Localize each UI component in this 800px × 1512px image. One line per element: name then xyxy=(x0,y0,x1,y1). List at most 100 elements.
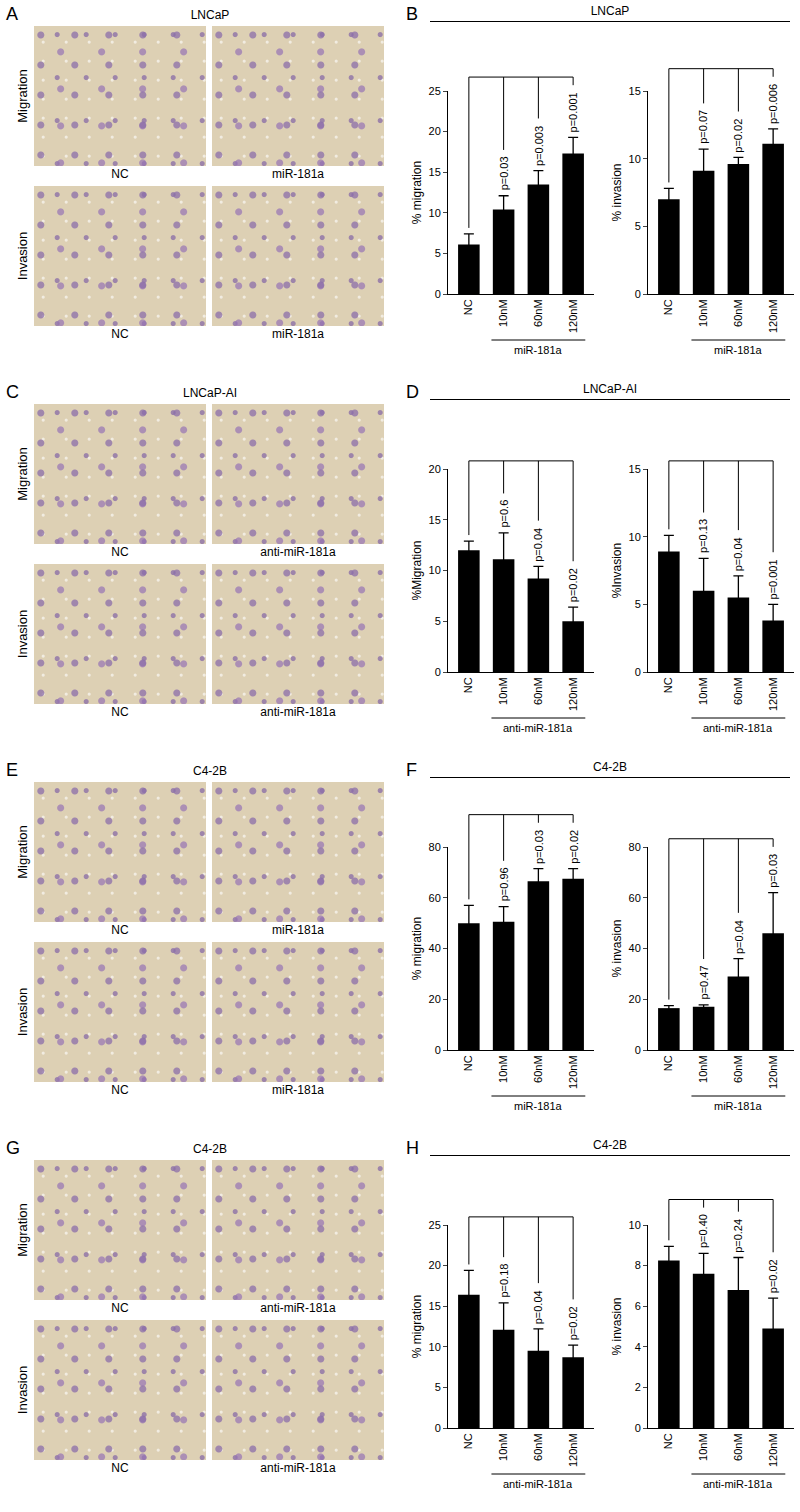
svg-text:60: 60 xyxy=(629,892,641,904)
svg-text:p=0.03: p=0.03 xyxy=(498,156,510,190)
svg-text:4: 4 xyxy=(635,1341,641,1353)
svg-text:p=0.18: p=0.18 xyxy=(498,1264,510,1298)
svg-text:anti-miR-181a: anti-miR-181a xyxy=(703,1478,773,1490)
svg-text:NC: NC xyxy=(662,677,674,693)
svg-text:15: 15 xyxy=(429,166,441,178)
svg-text:p=0.24: p=0.24 xyxy=(732,1219,744,1253)
svg-text:p=0.47: p=0.47 xyxy=(698,965,710,999)
svg-text:20: 20 xyxy=(429,1259,441,1271)
svg-text:60nM: 60nM xyxy=(532,299,544,327)
svg-text:%Invasion: %Invasion xyxy=(610,543,624,598)
svg-text:10: 10 xyxy=(629,1219,641,1231)
svg-text:5: 5 xyxy=(435,1381,441,1393)
svg-text:60nM: 60nM xyxy=(732,1433,744,1461)
svg-text:60nM: 60nM xyxy=(532,677,544,705)
svg-text:miR-181a: miR-181a xyxy=(514,344,563,356)
svg-text:25: 25 xyxy=(429,85,441,97)
svg-text:15: 15 xyxy=(429,1300,441,1312)
svg-text:% invasion: % invasion xyxy=(610,919,624,977)
svg-text:60nM: 60nM xyxy=(532,1055,544,1083)
svg-text:120nM: 120nM xyxy=(767,677,779,711)
svg-text:40: 40 xyxy=(429,942,441,954)
svg-text:5: 5 xyxy=(435,247,441,259)
svg-text:6: 6 xyxy=(635,1300,641,1312)
svg-text:anti-miR-181a: anti-miR-181a xyxy=(703,722,773,734)
svg-text:miR-181a: miR-181a xyxy=(714,344,763,356)
svg-text:p=0.04: p=0.04 xyxy=(532,528,544,562)
svg-text:5: 5 xyxy=(635,598,641,610)
svg-text:10nM: 10nM xyxy=(697,677,709,705)
svg-text:10: 10 xyxy=(429,1341,441,1353)
svg-text:miR-181a: miR-181a xyxy=(514,1100,563,1112)
svg-text:60nM: 60nM xyxy=(732,299,744,327)
svg-text:40: 40 xyxy=(629,942,641,954)
svg-text:p=0.6: p=0.6 xyxy=(498,500,510,528)
svg-text:10: 10 xyxy=(629,153,641,165)
svg-text:% migration: % migration xyxy=(410,917,424,980)
svg-text:10nM: 10nM xyxy=(497,1433,509,1461)
svg-text:NC: NC xyxy=(462,299,474,315)
svg-text:p=0.02: p=0.02 xyxy=(568,830,580,864)
svg-text:60nM: 60nM xyxy=(732,677,744,705)
svg-text:anti-miR-181a: anti-miR-181a xyxy=(503,1478,573,1490)
svg-text:0: 0 xyxy=(435,666,441,678)
svg-text:p=0.04: p=0.04 xyxy=(732,537,744,571)
svg-text:15: 15 xyxy=(629,85,641,97)
svg-text:20: 20 xyxy=(429,463,441,475)
svg-text:5: 5 xyxy=(435,615,441,627)
svg-text:p=0.96: p=0.96 xyxy=(498,867,510,901)
svg-text:0: 0 xyxy=(635,288,641,300)
svg-text:% migration: % migration xyxy=(410,1295,424,1358)
svg-text:120nM: 120nM xyxy=(567,1055,579,1089)
svg-text:120nM: 120nM xyxy=(567,299,579,333)
svg-text:NC: NC xyxy=(662,1055,674,1071)
svg-text:p=0.40: p=0.40 xyxy=(697,1214,709,1248)
svg-text:p=0.001: p=0.001 xyxy=(567,92,579,132)
svg-text:% invasion: % invasion xyxy=(610,163,624,221)
svg-text:10: 10 xyxy=(429,564,441,576)
svg-text:20: 20 xyxy=(429,993,441,1005)
svg-text:p=0.02: p=0.02 xyxy=(567,568,579,602)
svg-text:NC: NC xyxy=(462,1433,474,1449)
svg-text:NC: NC xyxy=(662,1433,674,1449)
svg-text:60nM: 60nM xyxy=(732,1055,744,1083)
svg-text:8: 8 xyxy=(635,1259,641,1271)
svg-text:NC: NC xyxy=(662,299,674,315)
svg-text:p=0.003: p=0.003 xyxy=(533,126,545,166)
svg-text:p=0.04: p=0.04 xyxy=(532,1290,544,1324)
svg-text:80: 80 xyxy=(629,841,641,853)
svg-text:120nM: 120nM xyxy=(567,677,579,711)
svg-text:80: 80 xyxy=(429,841,441,853)
svg-text:anti-miR-181a: anti-miR-181a xyxy=(503,722,573,734)
svg-text:120nM: 120nM xyxy=(767,1433,779,1467)
svg-text:NC: NC xyxy=(462,1055,474,1071)
svg-text:0: 0 xyxy=(635,666,641,678)
svg-text:0: 0 xyxy=(635,1044,641,1056)
svg-text:20: 20 xyxy=(629,993,641,1005)
svg-text:20: 20 xyxy=(429,125,441,137)
svg-text:25: 25 xyxy=(429,1219,441,1231)
svg-text:p=0.006: p=0.006 xyxy=(767,84,779,124)
svg-text:60nM: 60nM xyxy=(532,1433,544,1461)
svg-text:miR-181a: miR-181a xyxy=(714,1100,763,1112)
svg-text:10nM: 10nM xyxy=(697,1433,709,1461)
svg-text:10nM: 10nM xyxy=(697,1055,709,1083)
svg-text:%Migration: %Migration xyxy=(410,540,424,600)
svg-text:p=0.03: p=0.03 xyxy=(533,830,545,864)
svg-text:0: 0 xyxy=(435,1044,441,1056)
svg-text:10nM: 10nM xyxy=(697,299,709,327)
svg-text:15: 15 xyxy=(629,463,641,475)
svg-text:p=0.07: p=0.07 xyxy=(697,110,709,144)
svg-text:% migration: % migration xyxy=(410,161,424,224)
svg-text:15: 15 xyxy=(429,514,441,526)
svg-text:NC: NC xyxy=(462,677,474,693)
svg-text:p=0.02: p=0.02 xyxy=(767,1259,779,1293)
svg-text:10nM: 10nM xyxy=(497,299,509,327)
svg-text:0: 0 xyxy=(435,288,441,300)
svg-text:10: 10 xyxy=(629,531,641,543)
svg-text:p=0.04: p=0.04 xyxy=(733,920,745,954)
svg-text:0: 0 xyxy=(435,1422,441,1434)
svg-text:10: 10 xyxy=(429,207,441,219)
svg-text:10nM: 10nM xyxy=(497,677,509,705)
svg-text:120nM: 120nM xyxy=(767,1055,779,1089)
